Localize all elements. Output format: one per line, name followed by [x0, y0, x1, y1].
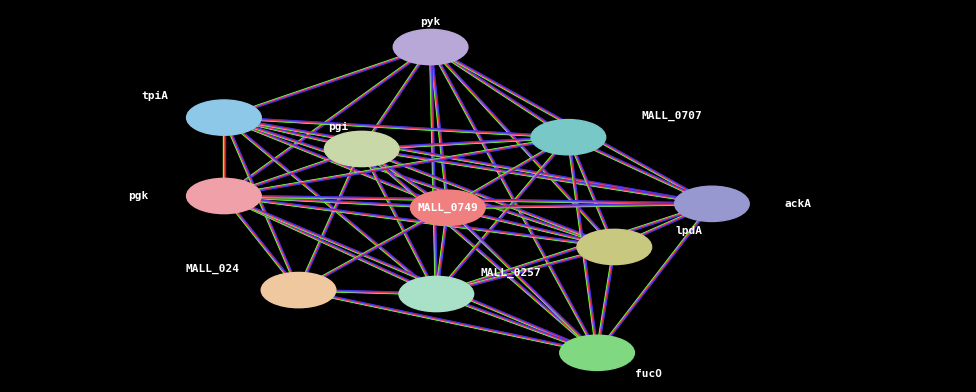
Ellipse shape: [531, 120, 606, 155]
Ellipse shape: [411, 190, 485, 225]
Text: MALL_024: MALL_024: [185, 263, 239, 274]
Ellipse shape: [186, 178, 262, 214]
Text: MALL_0257: MALL_0257: [480, 267, 542, 278]
Text: MALL_0749: MALL_0749: [418, 203, 478, 213]
Text: pgk: pgk: [128, 191, 148, 201]
Ellipse shape: [324, 131, 399, 167]
Ellipse shape: [186, 100, 262, 135]
Ellipse shape: [577, 229, 652, 265]
Ellipse shape: [674, 186, 750, 221]
Text: fucO: fucO: [635, 369, 663, 379]
Text: pyk: pyk: [421, 16, 441, 27]
Ellipse shape: [560, 335, 634, 370]
Text: ackA: ackA: [785, 199, 811, 209]
Text: tpiA: tpiA: [142, 91, 169, 101]
Ellipse shape: [399, 276, 473, 312]
Text: lpdA: lpdA: [675, 226, 703, 236]
Text: pgi: pgi: [329, 122, 348, 132]
Text: MALL_0707: MALL_0707: [641, 111, 702, 121]
Ellipse shape: [393, 29, 468, 65]
Ellipse shape: [262, 272, 336, 308]
